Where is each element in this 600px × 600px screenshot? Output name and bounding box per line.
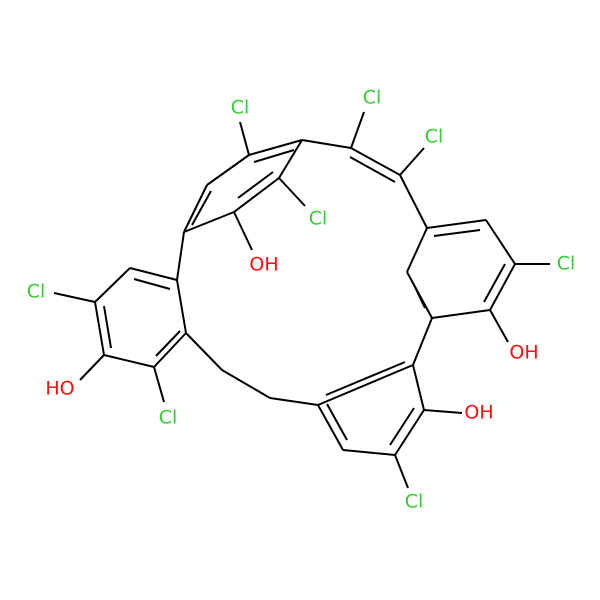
atom-label: Cl xyxy=(231,97,250,119)
atom-label: Cl xyxy=(405,491,424,513)
atom-label: Cl xyxy=(557,253,576,275)
atom-labels: Cl Cl Cl Cl OH Cl Cl OH HO Cl OH Cl xyxy=(27,87,576,513)
atom-label: HO xyxy=(45,378,74,400)
atom-label: OH xyxy=(509,342,538,364)
bonds xyxy=(53,111,550,489)
atom-label: OH xyxy=(249,254,278,276)
atom-label: Cl xyxy=(363,87,382,109)
atom-label: Cl xyxy=(27,281,46,303)
atom-label: Cl xyxy=(159,407,178,429)
atom-label: Cl xyxy=(425,126,444,148)
atom-label: Cl xyxy=(309,208,328,230)
atom-label: OH xyxy=(464,402,493,424)
